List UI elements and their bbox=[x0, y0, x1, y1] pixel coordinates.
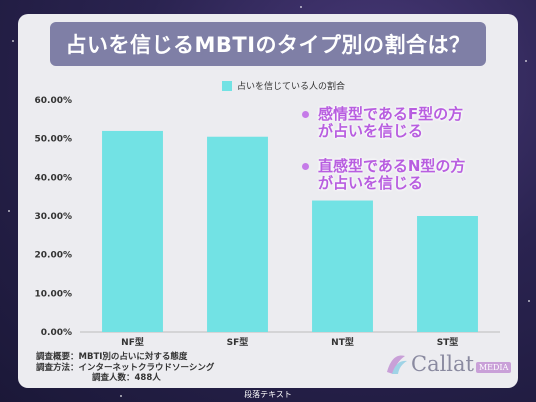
callout-line: が占いを信じる bbox=[318, 122, 424, 140]
legend-label: 占いを信じている人の割合 bbox=[237, 82, 346, 92]
chart-legend: 占いを信じている人の割合 bbox=[222, 79, 345, 92]
callout-feeling: 感情型であるF型の方 が占いを信じる bbox=[302, 105, 464, 140]
callout-intuition: 直感型であるN型の方 が占いを信じる bbox=[302, 157, 466, 192]
x-tick-label: ST型 bbox=[437, 336, 459, 348]
callout-bullet bbox=[302, 111, 309, 118]
callout-bullet bbox=[302, 163, 309, 170]
y-tick-label: 10.00% bbox=[35, 289, 73, 299]
bar bbox=[417, 216, 478, 332]
x-tick-label: SF型 bbox=[227, 336, 249, 348]
callout-line: が占いを信じる bbox=[318, 174, 424, 192]
survey-note: 調査概要：MBTI別の占いに対する態度 bbox=[36, 352, 188, 362]
legend-swatch bbox=[222, 80, 232, 91]
logo-brand: Callat bbox=[411, 352, 474, 376]
y-tick-label: 0.00% bbox=[41, 328, 72, 338]
page-title: 占いを信じるMBTIのタイプ別の割合は？ bbox=[50, 22, 486, 66]
callout-line: 感情型であるF型の方 bbox=[318, 105, 464, 123]
x-tick-label: NT型 bbox=[331, 336, 354, 348]
bar bbox=[207, 136, 268, 332]
y-tick-label: 50.00% bbox=[35, 135, 73, 145]
callout-line: 直感型であるN型の方 bbox=[318, 157, 466, 175]
survey-note: 調査人数：488人 bbox=[92, 373, 161, 383]
bar bbox=[102, 130, 163, 332]
bar bbox=[312, 200, 373, 332]
x-tick-label: NF型 bbox=[121, 336, 144, 348]
y-tick-label: 60.00% bbox=[35, 96, 73, 106]
logo-sub: MEDIA bbox=[475, 361, 512, 373]
footer-text: 段落テキスト bbox=[244, 390, 292, 399]
y-tick-label: 30.00% bbox=[35, 212, 73, 222]
callat-media-logo: Callat MEDIA bbox=[383, 352, 512, 376]
y-tick-label: 40.00% bbox=[35, 173, 73, 183]
survey-note: 調査方法：インターネットクラウドソーシング bbox=[36, 362, 215, 373]
survey-notes: 調査概要：MBTI別の占いに対する態度 調査方法：インターネットクラウドソーシン… bbox=[36, 352, 214, 384]
y-tick-label: 20.00% bbox=[35, 251, 73, 261]
logo-mark-icon bbox=[387, 355, 407, 374]
